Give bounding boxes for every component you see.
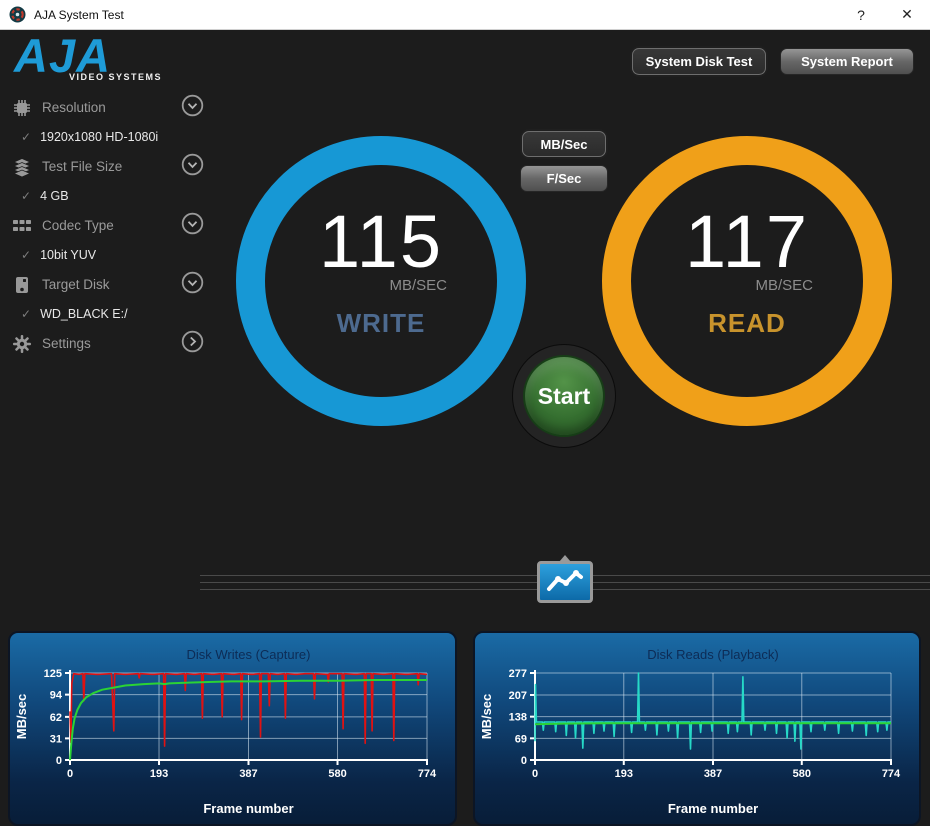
disk-reads-chart-panel: 0 193 387 580 774 0 69 138 207 277 Disk Reads (Pla… <box>473 631 921 826</box>
disk-writes-chart-panel: 0 193 387 580 774 0 31 62 94 125 Disk Writes (Capt… <box>8 631 457 826</box>
chart-panel-toggle-button[interactable] <box>537 555 593 603</box>
svg-text:193: 193 <box>615 768 633 780</box>
svg-text:0: 0 <box>56 755 62 767</box>
svg-text:387: 387 <box>239 768 257 780</box>
sidebar-item-target-disk[interactable]: Target Disk <box>12 269 204 300</box>
grid-icon <box>13 219 31 231</box>
sidebar-item-label: Test File Size <box>42 159 123 174</box>
window-title: AJA System Test <box>34 7 124 22</box>
svg-text:125: 125 <box>44 668 62 680</box>
disk-reads-chart: 0 193 387 580 774 0 69 138 207 277 Disk Reads (Pla… <box>479 647 901 816</box>
svg-text:387: 387 <box>704 768 722 780</box>
close-button[interactable]: ✕ <box>901 6 913 22</box>
svg-text:69: 69 <box>515 733 527 745</box>
chevron-down-icon[interactable] <box>181 212 204 240</box>
svg-text:580: 580 <box>328 768 346 780</box>
toggle-notch <box>559 555 571 562</box>
svg-text:94: 94 <box>50 690 63 702</box>
write-speed-unit: MB/SEC <box>389 277 447 294</box>
chevron-down-icon[interactable] <box>181 271 204 299</box>
sidebar-item-label: Target Disk <box>42 277 110 292</box>
sidebar-item-test-file-size[interactable]: Test File Size <box>12 151 204 182</box>
disk-writes-chart: 0 193 387 580 774 0 31 62 94 125 Disk Writes (Capt… <box>14 647 437 816</box>
svg-text:277: 277 <box>509 668 527 680</box>
svg-text:31: 31 <box>50 733 62 745</box>
chevron-right-icon[interactable] <box>181 330 204 358</box>
svg-text:62: 62 <box>50 712 62 724</box>
system-disk-test-button[interactable]: System Disk Test <box>632 48 766 75</box>
svg-text:Disk Writes (Capture): Disk Writes (Capture) <box>186 647 310 662</box>
gear-icon <box>13 334 31 353</box>
svg-text:Disk Reads (Playback): Disk Reads (Playback) <box>647 647 779 662</box>
write-gauge-label: WRITE <box>336 308 426 338</box>
disk-icon <box>16 276 28 293</box>
layers-icon <box>13 157 31 177</box>
title-bar: AJA System Test ? ✕ <box>0 0 930 30</box>
svg-text:774: 774 <box>418 768 437 780</box>
check-icon: ✓ <box>21 307 32 321</box>
system-report-button[interactable]: System Report <box>780 48 914 75</box>
read-speed-unit: MB/SEC <box>755 277 813 294</box>
sidebar-item-label: Resolution <box>42 100 106 115</box>
sidebar: Resolution ✓ 1920x1080 HD-1080i Test Fil… <box>12 92 204 359</box>
chevron-down-icon[interactable] <box>181 153 204 181</box>
read-speed-value: 117 <box>685 200 809 283</box>
svg-text:774: 774 <box>882 768 901 780</box>
sidebar-item-codec-type[interactable]: Codec Type <box>12 210 204 241</box>
sidebar-item-resolution[interactable]: Resolution <box>12 92 204 123</box>
svg-text:138: 138 <box>509 712 527 724</box>
svg-text:193: 193 <box>150 768 168 780</box>
svg-text:MB/sec: MB/sec <box>479 694 494 740</box>
aja-logo-subtext: VIDEO SYSTEMS <box>68 72 162 82</box>
mb-per-sec-toggle[interactable]: MB/Sec <box>522 131 606 157</box>
chip-icon <box>14 99 30 116</box>
main-area: AJA VIDEO SYSTEMS System Disk Test Syste… <box>0 30 930 826</box>
read-gauge: 117 MB/SEC READ <box>602 136 892 426</box>
svg-text:207: 207 <box>509 690 527 702</box>
svg-text:0: 0 <box>532 768 538 780</box>
aja-logo: AJA VIDEO SYSTEMS <box>14 29 166 83</box>
check-icon: ✓ <box>21 189 32 203</box>
app-icon <box>9 6 26 23</box>
svg-text:580: 580 <box>793 768 811 780</box>
svg-text:Frame number: Frame number <box>668 801 758 816</box>
chevron-down-icon[interactable] <box>181 94 204 122</box>
start-button-face[interactable]: Start <box>523 355 605 437</box>
aja-logo-text: AJA <box>14 29 112 82</box>
line-chart-icon <box>547 570 583 591</box>
svg-text:0: 0 <box>67 768 73 780</box>
svg-text:MB/sec: MB/sec <box>14 694 29 740</box>
start-button[interactable]: Start <box>512 344 616 448</box>
test-file-size-selected-value: ✓ 4 GB <box>21 189 69 203</box>
frames-per-sec-toggle[interactable]: F/Sec <box>520 165 608 192</box>
help-button[interactable]: ? <box>857 6 865 23</box>
write-gauge: 115 MB/SEC WRITE <box>236 136 526 426</box>
svg-text:0: 0 <box>521 755 527 767</box>
codec-type-selected-value: ✓ 10bit YUV <box>21 248 97 262</box>
read-gauge-label: READ <box>708 308 786 338</box>
write-speed-value: 115 <box>319 200 443 283</box>
sidebar-item-label: Codec Type <box>42 218 114 233</box>
resolution-selected-value: ✓ 1920x1080 HD-1080i <box>21 130 159 144</box>
target-disk-selected-value: ✓ WD_BLACK E:/ <box>21 307 128 321</box>
check-icon: ✓ <box>21 130 32 144</box>
check-icon: ✓ <box>21 248 32 262</box>
svg-text:Frame number: Frame number <box>203 801 293 816</box>
sidebar-item-settings[interactable]: Settings <box>12 328 204 359</box>
sidebar-item-label: Settings <box>42 336 91 351</box>
